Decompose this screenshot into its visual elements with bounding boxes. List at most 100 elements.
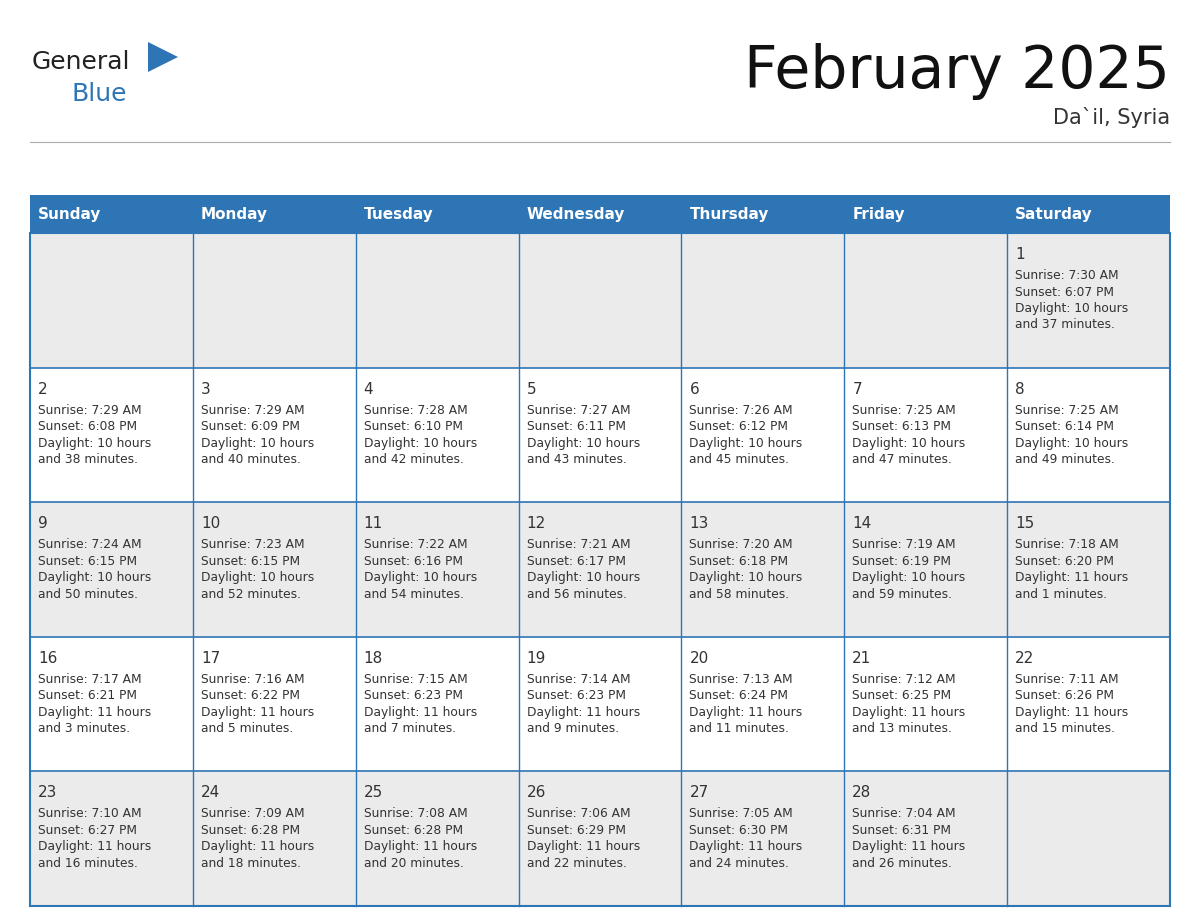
Text: Sunrise: 7:24 AM: Sunrise: 7:24 AM (38, 538, 141, 551)
Text: 19: 19 (526, 651, 546, 666)
Text: Sunset: 6:27 PM: Sunset: 6:27 PM (38, 823, 137, 837)
Text: and 54 minutes.: and 54 minutes. (364, 588, 463, 600)
Text: Sunrise: 7:16 AM: Sunrise: 7:16 AM (201, 673, 304, 686)
Text: Sunset: 6:09 PM: Sunset: 6:09 PM (201, 420, 299, 433)
Text: Sunset: 6:11 PM: Sunset: 6:11 PM (526, 420, 626, 433)
Text: Sunset: 6:25 PM: Sunset: 6:25 PM (852, 689, 952, 702)
Text: Sunrise: 7:21 AM: Sunrise: 7:21 AM (526, 538, 630, 551)
Text: 14: 14 (852, 516, 872, 532)
Text: Daylight: 10 hours: Daylight: 10 hours (689, 437, 803, 450)
Text: and 56 minutes.: and 56 minutes. (526, 588, 626, 600)
Text: Sunset: 6:30 PM: Sunset: 6:30 PM (689, 823, 789, 837)
Text: Sunset: 6:23 PM: Sunset: 6:23 PM (526, 689, 626, 702)
Text: Sunrise: 7:05 AM: Sunrise: 7:05 AM (689, 808, 794, 821)
Text: Sunset: 6:15 PM: Sunset: 6:15 PM (201, 554, 301, 567)
Text: Sunrise: 7:11 AM: Sunrise: 7:11 AM (1015, 673, 1119, 686)
Text: Sunset: 6:19 PM: Sunset: 6:19 PM (852, 554, 952, 567)
Text: Sunset: 6:15 PM: Sunset: 6:15 PM (38, 554, 137, 567)
Text: Sunrise: 7:14 AM: Sunrise: 7:14 AM (526, 673, 630, 686)
Text: Sunrise: 7:10 AM: Sunrise: 7:10 AM (38, 808, 141, 821)
Polygon shape (148, 42, 178, 72)
Text: Sunrise: 7:18 AM: Sunrise: 7:18 AM (1015, 538, 1119, 551)
Text: Sunrise: 7:08 AM: Sunrise: 7:08 AM (364, 808, 467, 821)
Text: and 11 minutes.: and 11 minutes. (689, 722, 789, 735)
Bar (30, 771, 1170, 906)
Text: Daylight: 10 hours: Daylight: 10 hours (1015, 302, 1129, 315)
Text: Daylight: 10 hours: Daylight: 10 hours (364, 571, 476, 584)
Text: Daylight: 10 hours: Daylight: 10 hours (38, 437, 151, 450)
Text: 13: 13 (689, 516, 709, 532)
Text: Sunrise: 7:27 AM: Sunrise: 7:27 AM (526, 404, 630, 417)
Text: Sunrise: 7:04 AM: Sunrise: 7:04 AM (852, 808, 956, 821)
Text: and 7 minutes.: and 7 minutes. (364, 722, 456, 735)
Text: Daylight: 11 hours: Daylight: 11 hours (364, 840, 476, 854)
Text: 5: 5 (526, 382, 536, 397)
Text: Daylight: 11 hours: Daylight: 11 hours (38, 840, 151, 854)
Text: and 49 minutes.: and 49 minutes. (1015, 453, 1116, 466)
Text: Daylight: 11 hours: Daylight: 11 hours (852, 706, 966, 719)
Text: 8: 8 (1015, 382, 1025, 397)
Text: Sunset: 6:29 PM: Sunset: 6:29 PM (526, 823, 626, 837)
Text: Daylight: 11 hours: Daylight: 11 hours (201, 840, 314, 854)
Text: Sunset: 6:16 PM: Sunset: 6:16 PM (364, 554, 462, 567)
Bar (30, 195, 1170, 233)
Text: and 9 minutes.: and 9 minutes. (526, 722, 619, 735)
Text: Daylight: 10 hours: Daylight: 10 hours (201, 571, 314, 584)
Text: Sunrise: 7:09 AM: Sunrise: 7:09 AM (201, 808, 304, 821)
Text: Blue: Blue (72, 82, 127, 106)
Text: February 2025: February 2025 (744, 43, 1170, 100)
Text: Sunrise: 7:29 AM: Sunrise: 7:29 AM (38, 404, 141, 417)
Text: Daylight: 10 hours: Daylight: 10 hours (689, 571, 803, 584)
Text: Sunset: 6:24 PM: Sunset: 6:24 PM (689, 689, 789, 702)
Text: and 13 minutes.: and 13 minutes. (852, 722, 952, 735)
Text: Sunset: 6:07 PM: Sunset: 6:07 PM (1015, 285, 1114, 298)
Text: 22: 22 (1015, 651, 1035, 666)
Text: Daylight: 11 hours: Daylight: 11 hours (364, 706, 476, 719)
Text: 24: 24 (201, 786, 220, 800)
Text: and 24 minutes.: and 24 minutes. (689, 856, 789, 870)
Text: 2: 2 (38, 382, 48, 397)
Text: and 3 minutes.: and 3 minutes. (38, 722, 131, 735)
Text: and 18 minutes.: and 18 minutes. (201, 856, 301, 870)
Text: Sunset: 6:23 PM: Sunset: 6:23 PM (364, 689, 462, 702)
Text: Sunset: 6:10 PM: Sunset: 6:10 PM (364, 420, 462, 433)
Text: Sunset: 6:22 PM: Sunset: 6:22 PM (201, 689, 299, 702)
Text: Daylight: 10 hours: Daylight: 10 hours (38, 571, 151, 584)
Text: Sunset: 6:28 PM: Sunset: 6:28 PM (364, 823, 463, 837)
Text: Sunrise: 7:26 AM: Sunrise: 7:26 AM (689, 404, 794, 417)
Text: 18: 18 (364, 651, 383, 666)
Text: Sunset: 6:31 PM: Sunset: 6:31 PM (852, 823, 952, 837)
Text: 1: 1 (1015, 247, 1025, 262)
Text: Daylight: 10 hours: Daylight: 10 hours (526, 571, 640, 584)
Text: Sunset: 6:28 PM: Sunset: 6:28 PM (201, 823, 301, 837)
Text: and 52 minutes.: and 52 minutes. (201, 588, 301, 600)
Text: General: General (32, 50, 131, 74)
Text: Sunrise: 7:13 AM: Sunrise: 7:13 AM (689, 673, 794, 686)
Text: and 50 minutes.: and 50 minutes. (38, 588, 138, 600)
Text: Sunset: 6:21 PM: Sunset: 6:21 PM (38, 689, 137, 702)
Text: Daylight: 10 hours: Daylight: 10 hours (201, 437, 314, 450)
Text: Sunset: 6:17 PM: Sunset: 6:17 PM (526, 554, 626, 567)
Text: 26: 26 (526, 786, 546, 800)
Text: and 37 minutes.: and 37 minutes. (1015, 319, 1116, 331)
Text: Monday: Monday (201, 207, 267, 221)
Text: Sunrise: 7:15 AM: Sunrise: 7:15 AM (364, 673, 467, 686)
Text: and 38 minutes.: and 38 minutes. (38, 453, 138, 466)
Text: Daylight: 11 hours: Daylight: 11 hours (1015, 571, 1129, 584)
Text: 16: 16 (38, 651, 57, 666)
Bar (30, 637, 1170, 771)
Text: Daylight: 11 hours: Daylight: 11 hours (38, 706, 151, 719)
Text: Tuesday: Tuesday (364, 207, 434, 221)
Text: 11: 11 (364, 516, 383, 532)
Text: Sunset: 6:14 PM: Sunset: 6:14 PM (1015, 420, 1114, 433)
Text: Daylight: 10 hours: Daylight: 10 hours (852, 437, 966, 450)
Text: 12: 12 (526, 516, 545, 532)
Text: Daylight: 11 hours: Daylight: 11 hours (526, 706, 640, 719)
Text: 20: 20 (689, 651, 709, 666)
Text: 28: 28 (852, 786, 872, 800)
Text: Sunrise: 7:12 AM: Sunrise: 7:12 AM (852, 673, 956, 686)
Text: Sunrise: 7:23 AM: Sunrise: 7:23 AM (201, 538, 304, 551)
Text: Daylight: 10 hours: Daylight: 10 hours (1015, 437, 1129, 450)
Bar (30, 233, 1170, 906)
Text: 3: 3 (201, 382, 210, 397)
